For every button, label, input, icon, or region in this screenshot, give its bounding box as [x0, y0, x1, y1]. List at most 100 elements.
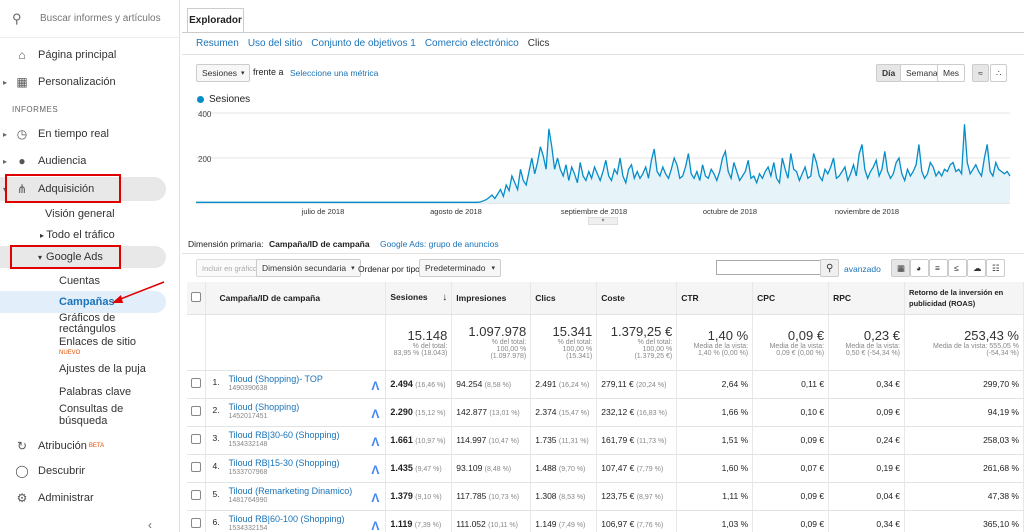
month-button[interactable]: Mes — [937, 64, 966, 82]
subtab-objetivos[interactable]: Conjunto de objetivos 1 — [311, 38, 416, 49]
ctr-value: 1,60 % — [676, 454, 754, 483]
sidebar-item-palabras[interactable]: Palabras clave — [59, 386, 132, 398]
row-checkbox[interactable] — [191, 462, 202, 472]
total-sub2: 83,95 % (18.043) — [393, 349, 448, 357]
metric-select-label: Sesiones — [202, 68, 237, 78]
total-sub3: (15.341) — [566, 353, 593, 360]
subtab-resumen[interactable]: Resumen — [196, 38, 239, 49]
chart-resize-handle[interactable]: ▾ — [588, 217, 618, 225]
tab-explorador[interactable]: Explorador — [187, 8, 244, 32]
row-checkbox[interactable] — [191, 434, 202, 444]
sidebar-item-graficos[interactable]: Gráficos de rectángulos — [59, 313, 116, 335]
col-header-rpc[interactable]: RPC — [828, 282, 906, 315]
sessions-pct: (7,39 %) — [414, 522, 442, 529]
secondary-dimension-select[interactable]: Dimensión secundaria ▾ — [256, 259, 361, 277]
include-in-chart-button[interactable]: Incluir en gráfico — [196, 259, 264, 277]
sidebar-item-overview[interactable]: Visión general — [45, 208, 115, 220]
sesiones-header-label: Sesiones — [390, 292, 428, 303]
select-metric-link[interactable]: Seleccione una métrica — [290, 68, 379, 78]
google-ads-icon: Λ — [371, 434, 380, 449]
sidebar-item-all-traffic[interactable]: ▸ Todo el tráfico — [40, 229, 115, 241]
table-view-icon[interactable]: ▦ — [891, 259, 910, 277]
row-checkbox[interactable] — [191, 518, 202, 528]
primary-dimension-alt[interactable]: Google Ads: grupo de anuncios — [379, 239, 499, 249]
sidebar-item-consultas[interactable]: Consultas de búsqueda — [59, 403, 123, 427]
cost-value: 279,11 € — [601, 379, 634, 389]
total-sub3: (1.379,25 €) — [634, 353, 673, 360]
vs-label: frente a — [253, 67, 284, 77]
clicks-value: 2.491 — [535, 379, 557, 389]
campaign-name-link[interactable]: Tiloud RB|15-30 (Shopping) — [228, 458, 340, 468]
col-header-impresiones[interactable]: Impresiones — [451, 282, 532, 315]
sidebar-item-ajustes[interactable]: Ajustes de la puja — [59, 363, 146, 375]
col-header-campaign[interactable]: Campaña/ID de campaña — [205, 282, 387, 315]
motion-chart-icon[interactable]: ∴ — [990, 64, 1008, 82]
sidebar-item-campanas[interactable]: Campañas — [0, 291, 166, 313]
sidebar-item-acquisition[interactable]: ▾ ⋔ Adquisición — [0, 177, 166, 201]
sort-type-select[interactable]: Predeterminado ▾ — [419, 259, 501, 277]
total-sub1: Media de la vista: 555,05 % — [933, 342, 1019, 350]
total-cell: 0,09 € Media de la vista: 0,09 € (0,00 %) — [752, 314, 830, 371]
sidebar-acquisition-label: Adquisición — [38, 183, 95, 195]
clicks-pct: (15,47 %) — [558, 410, 590, 417]
campaign-name-link[interactable]: Tiloud (Shopping)- TOP — [228, 374, 323, 384]
table-search-input[interactable] — [716, 260, 821, 275]
sessions-pct: (16,46 %) — [415, 382, 446, 389]
day-button[interactable]: Día — [876, 64, 902, 82]
sidebar-item-home[interactable]: ⌂ Página principal — [0, 43, 180, 67]
subtab-uso[interactable]: Uso del sitio — [247, 38, 303, 49]
row-checkbox[interactable] — [191, 490, 202, 500]
pivot-view-icon[interactable]: ☷ — [986, 259, 1005, 277]
col-header-clics[interactable]: Clics — [530, 282, 598, 315]
sidebar-item-custom[interactable]: ▸ ▦ Personalización — [2, 75, 116, 89]
row-checkbox[interactable] — [191, 378, 202, 388]
row-checkbox[interactable] — [191, 406, 202, 416]
pie-view-icon[interactable]: ◕ — [910, 259, 929, 277]
sidebar-item-atribucion[interactable]: ↻ Atribución BETA — [0, 434, 180, 458]
campaign-name-link[interactable]: Tiloud (Shopping) — [228, 402, 300, 412]
campaign-name-link[interactable]: Tiloud (Remarketing Dinamico) — [228, 486, 353, 496]
select-all-checkbox[interactable] — [191, 291, 202, 302]
total-value: 1.097.978 — [468, 324, 527, 339]
sidebar-item-audience[interactable]: ▸ ● Audiencia — [2, 154, 87, 168]
line-chart-icon[interactable]: ≈ — [972, 64, 989, 82]
new-badge: NUEVO — [59, 350, 81, 356]
table-totals-row: 15.148% del total: 83,95 % (18.043) 1.097.… — [187, 314, 1024, 371]
sidebar-item-realtime[interactable]: ▸ ◷ En tiempo real — [2, 127, 109, 141]
comparison-view-icon[interactable]: ≤ — [948, 259, 967, 277]
rpc-value: 0,34 € — [828, 510, 906, 532]
col-header-sesiones[interactable]: Sesiones ↓ — [385, 282, 453, 315]
primary-dimension-active[interactable]: Campaña/ID de campaña — [268, 239, 370, 249]
col-header-cpc[interactable]: CPC — [752, 282, 830, 315]
performance-view-icon[interactable]: ≡ — [929, 259, 948, 277]
col-header-ctr[interactable]: CTR — [676, 282, 754, 315]
attribution-icon: ↻ — [16, 439, 28, 453]
impressions-pct: (10,73 %) — [488, 494, 520, 501]
total-sub1: % del total: — [412, 342, 448, 350]
total-sub1: % del total: — [557, 339, 593, 346]
campaign-name-link[interactable]: Tiloud RB|60-100 (Shopping) — [228, 514, 345, 524]
subtab-clics[interactable]: Clics — [527, 38, 550, 49]
campaign-name-link[interactable]: Tiloud RB|30-60 (Shopping) — [228, 430, 340, 440]
sidebar-search[interactable]: ⚲ Buscar informes y artículos — [0, 0, 179, 38]
search-icon[interactable]: ⚲ — [820, 259, 840, 277]
campaign-cell: Tiloud RB|30-60 (Shopping) 1534332148 — [228, 430, 339, 450]
advanced-link[interactable]: avanzado — [844, 264, 881, 274]
sidebar-item-cuentas[interactable]: Cuentas — [59, 275, 100, 287]
clicks-value: 1.488 — [535, 463, 557, 473]
col-header-coste[interactable]: Coste — [596, 282, 678, 315]
campaign-id: 1534332154 — [228, 525, 268, 532]
cost-pct: (20,24 %) — [636, 382, 667, 389]
sidebar-item-enlaces[interactable]: Enlaces de sitio NUEVO — [59, 337, 136, 359]
sidebar-item-google-ads[interactable]: ▾ Google Ads — [0, 246, 166, 268]
sidebar-item-administrar[interactable]: ⚙ Administrar — [0, 486, 180, 510]
x-tick-label: septiembre de 2018 — [561, 207, 627, 216]
clicks-pct: (7,49 %) — [558, 522, 586, 529]
campaign-cell: Tiloud RB|60-100 (Shopping) 1534332154 — [228, 514, 344, 532]
collapse-icon[interactable]: ‹ — [148, 518, 152, 532]
term-cloud-icon[interactable]: ☁ — [967, 259, 986, 277]
col-header-roas[interactable]: Retorno de la inversión en publicidad (R… — [904, 282, 1024, 315]
sidebar-item-descubrir[interactable]: ◯ Descubrir — [0, 459, 180, 483]
metric-select[interactable]: Sesiones ▾ — [196, 64, 251, 82]
subtab-comercio[interactable]: Comercio electrónico — [424, 38, 519, 49]
